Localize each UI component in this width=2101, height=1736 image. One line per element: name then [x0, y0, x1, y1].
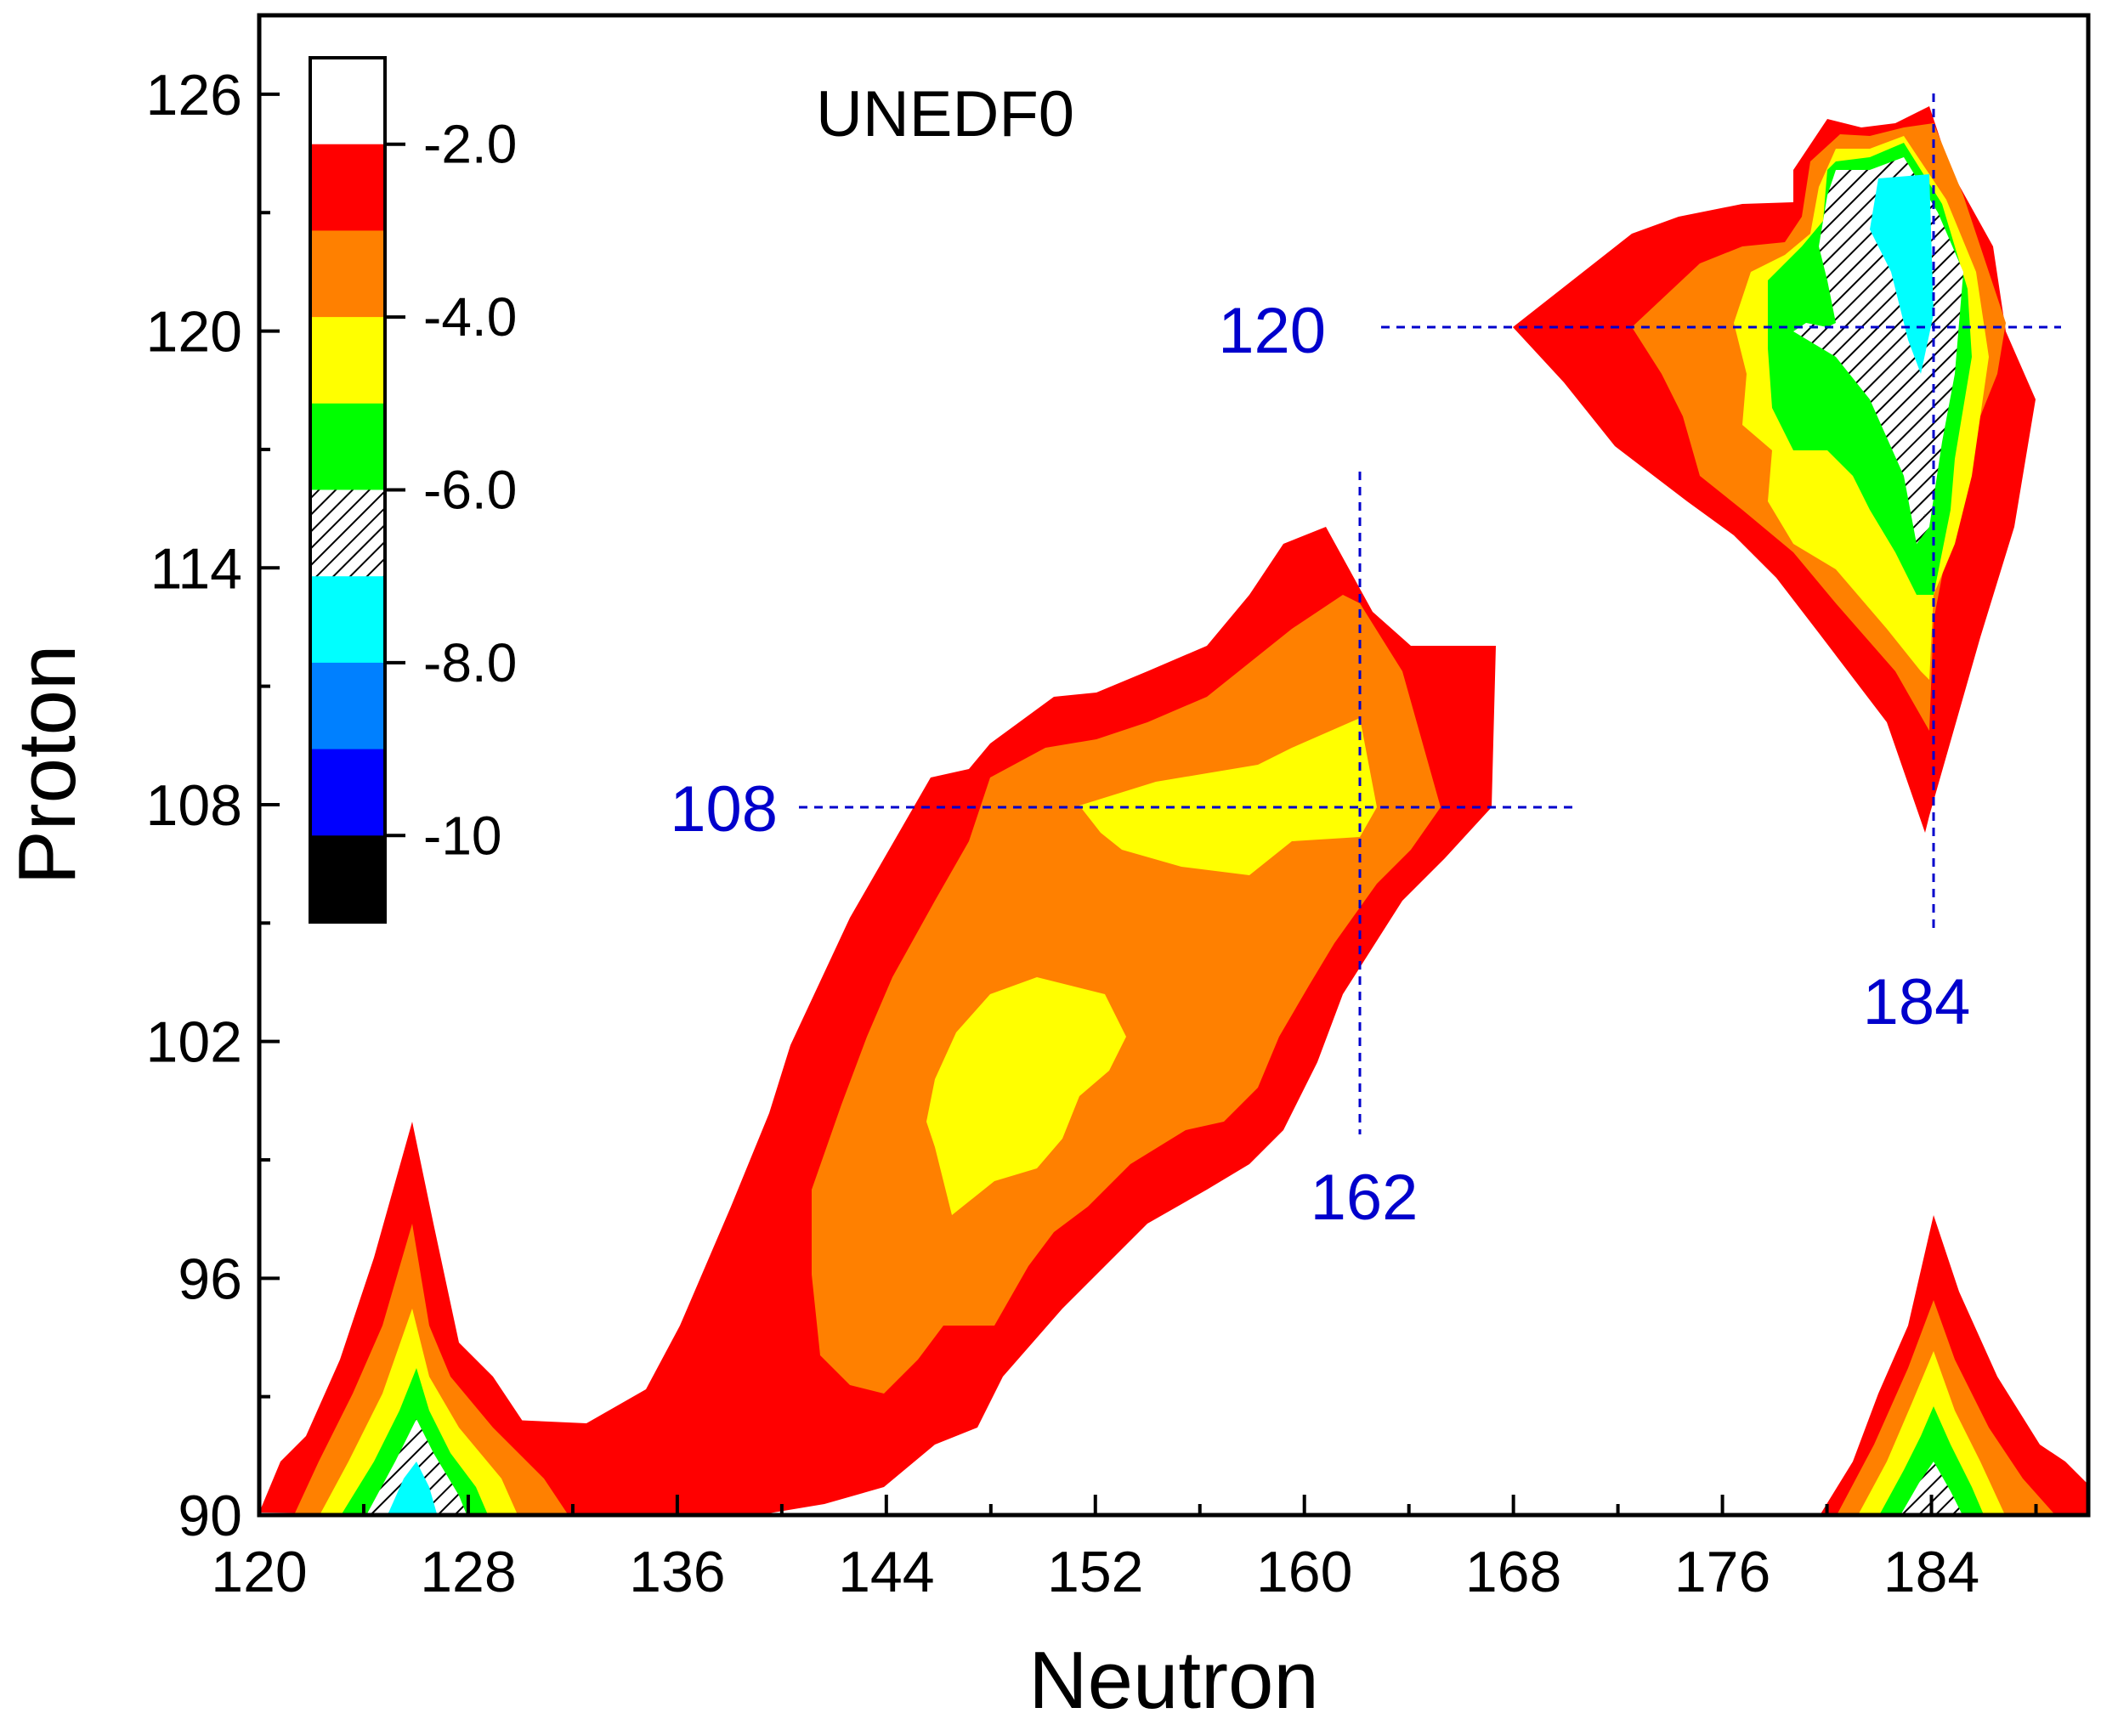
y-tick-label: 96	[178, 1247, 242, 1311]
colorbar-label: -6.0	[423, 460, 517, 521]
chart-title: UNEDF0	[816, 78, 1074, 150]
central-island	[388, 527, 1496, 1515]
x-tick-label: 176	[1674, 1540, 1770, 1604]
y-axis-title: Proton	[2, 645, 93, 885]
colorbar-label: -8.0	[423, 632, 517, 693]
colorbar-segment	[310, 576, 385, 664]
y-tick-label: 108	[146, 773, 242, 838]
colorbar-segment	[310, 662, 385, 750]
y-tick-label: 102	[146, 1010, 242, 1075]
x-tick-label: 128	[420, 1540, 516, 1604]
annotation-n162: 162	[1311, 1162, 1419, 1234]
x-axis-title: Neutron	[1028, 1635, 1319, 1726]
colorbar-segment	[310, 144, 385, 231]
colorbar-segment	[310, 403, 385, 490]
x-tick-label: 120	[211, 1540, 307, 1604]
colorbar-segment	[310, 317, 385, 404]
contour-level-cyan	[1870, 174, 1934, 374]
lower-right-peak	[1820, 1215, 2088, 1515]
annotation-n184: 184	[1863, 966, 1971, 1038]
x-tick-label: 160	[1256, 1540, 1352, 1604]
y-tick-label: 90	[178, 1484, 242, 1548]
lower-left-peak	[259, 1122, 611, 1515]
x-tick-label: 136	[629, 1540, 725, 1604]
x-tick-label: 184	[1883, 1540, 1979, 1604]
superheavy-island	[1513, 106, 2036, 833]
colorbar-label: -10	[423, 805, 502, 866]
x-tick-label: 152	[1047, 1540, 1143, 1604]
colorbar-segment	[310, 835, 385, 923]
annotation-z120: 120	[1218, 295, 1326, 367]
contour-level-cyan	[387, 1462, 438, 1515]
colorbar-segment	[310, 749, 385, 836]
colorbar-segment	[310, 230, 385, 318]
colorbar-segment	[310, 489, 385, 577]
contour-level-hatched	[1900, 1462, 1962, 1515]
x-tick-label: 144	[838, 1540, 934, 1604]
contour-level-green	[1879, 1406, 1985, 1515]
x-axis: 120 128 136 144 152 160 168 176 184	[211, 1495, 2038, 1604]
y-tick-label: 120	[146, 300, 242, 365]
colorbar-label: -4.0	[423, 286, 517, 348]
colorbar-segment	[310, 58, 385, 145]
colorbar: -2.0 -4.0 -6.0 -8.0 -10	[309, 56, 517, 924]
y-tick-label: 126	[146, 63, 242, 127]
colorbar-label: -2.0	[423, 114, 517, 175]
annotation-z108: 108	[670, 773, 778, 845]
contour-level-yellow	[1079, 718, 1377, 875]
y-axis: 90 96 102 108 114 120 126	[146, 63, 280, 1548]
contour-level-yellow	[926, 977, 1126, 1215]
x-tick-label: 168	[1465, 1540, 1561, 1604]
guide-lines	[799, 93, 2061, 1134]
contour-regions	[259, 106, 2088, 1515]
y-tick-label: 114	[150, 536, 242, 601]
plot-frame	[257, 13, 2091, 1518]
